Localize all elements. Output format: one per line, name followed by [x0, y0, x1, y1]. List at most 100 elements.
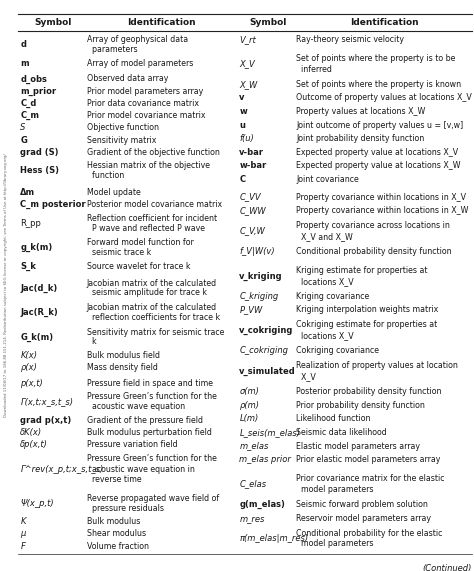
Text: d_obs: d_obs: [20, 74, 47, 83]
Text: Prior elastic model parameters array: Prior elastic model parameters array: [296, 455, 441, 464]
Text: pressure residuals: pressure residuals: [87, 504, 164, 513]
Text: X_V: X_V: [296, 372, 316, 381]
Text: C_kriging: C_kriging: [239, 292, 279, 301]
Text: f_V|W(v): f_V|W(v): [239, 247, 275, 256]
Text: Shear modulus: Shear modulus: [87, 529, 146, 538]
Text: Pressure field in space and time: Pressure field in space and time: [87, 379, 213, 388]
Text: ρ(m): ρ(m): [239, 401, 259, 410]
Text: v_simulated: v_simulated: [239, 367, 296, 376]
Text: Ψ(x_p,t): Ψ(x_p,t): [20, 498, 54, 508]
Text: Δm: Δm: [20, 188, 36, 197]
Text: (Continued): (Continued): [422, 564, 472, 571]
Text: L(m): L(m): [239, 415, 259, 423]
Text: S_k: S_k: [20, 262, 36, 271]
Text: reverse time: reverse time: [87, 475, 141, 484]
Text: C_VV: C_VV: [239, 192, 261, 202]
Text: g_k(m): g_k(m): [20, 243, 53, 252]
Text: Sensitivity matrix: Sensitivity matrix: [87, 136, 156, 144]
Text: K(x): K(x): [20, 351, 37, 360]
Text: Property covariance across locations in: Property covariance across locations in: [296, 221, 450, 230]
Text: Seismic data likelihood: Seismic data likelihood: [296, 428, 387, 437]
Text: S: S: [20, 123, 26, 132]
Text: m_elas prior: m_elas prior: [239, 455, 291, 464]
Text: Symbol: Symbol: [249, 18, 286, 27]
Text: m_prior: m_prior: [20, 87, 56, 96]
Text: G_k(m): G_k(m): [20, 332, 54, 341]
Text: f(u): f(u): [239, 134, 254, 143]
Text: Property covariance within locations in X_V: Property covariance within locations in …: [296, 192, 466, 202]
Text: δp(x,t): δp(x,t): [20, 440, 48, 449]
Text: Posterior model covariance matrix: Posterior model covariance matrix: [87, 200, 222, 210]
Text: Gradient of the pressure field: Gradient of the pressure field: [87, 416, 203, 425]
Text: Jac(d_k): Jac(d_k): [20, 283, 58, 292]
Text: C: C: [239, 175, 246, 184]
Text: v: v: [239, 93, 245, 102]
Text: V_rt: V_rt: [239, 35, 256, 44]
Text: Jac(R_k): Jac(R_k): [20, 308, 58, 317]
Text: P wave and reflected P wave: P wave and reflected P wave: [87, 224, 205, 232]
Text: ρ(x): ρ(x): [20, 363, 37, 372]
Text: Prior data covariance matrix: Prior data covariance matrix: [87, 99, 199, 108]
Text: C_cokriging: C_cokriging: [239, 347, 288, 355]
Text: X_W: X_W: [239, 80, 258, 89]
Text: w-bar: w-bar: [239, 162, 266, 170]
Text: Bulk modulus perturbation field: Bulk modulus perturbation field: [87, 428, 211, 437]
Text: Gradient of the objective function: Gradient of the objective function: [87, 148, 219, 157]
Text: acoustic wave equation in: acoustic wave equation in: [87, 465, 195, 473]
Text: Conditional probability for the elastic: Conditional probability for the elastic: [296, 529, 443, 538]
Text: P_VW: P_VW: [239, 305, 263, 315]
Text: Kriging estimate for properties at: Kriging estimate for properties at: [296, 266, 428, 275]
Text: π(m_elas|m_res): π(m_elas|m_res): [239, 534, 309, 543]
Text: p(x,t): p(x,t): [20, 379, 43, 388]
Text: Prior model parameters array: Prior model parameters array: [87, 87, 203, 96]
Text: Identification: Identification: [350, 18, 418, 27]
Text: Realization of property values at location: Realization of property values at locati…: [296, 361, 458, 370]
Text: Posterior probability density function: Posterior probability density function: [296, 387, 442, 396]
Text: Source wavelet for trace k: Source wavelet for trace k: [87, 262, 190, 271]
Text: function: function: [87, 171, 124, 180]
Text: v_cokriging: v_cokriging: [239, 326, 294, 335]
Text: Sensitivity matrix for seismic trace: Sensitivity matrix for seismic trace: [87, 328, 224, 336]
Text: K: K: [20, 517, 26, 526]
Text: d: d: [20, 41, 27, 49]
Text: Reservoir model parameters array: Reservoir model parameters array: [296, 514, 431, 522]
Text: k: k: [87, 337, 96, 347]
Text: Array of model parameters: Array of model parameters: [87, 59, 193, 67]
Text: F: F: [20, 541, 25, 550]
Text: w: w: [239, 107, 247, 116]
Text: Property covariance within locations in X_W: Property covariance within locations in …: [296, 206, 469, 215]
Text: Array of geophysical data: Array of geophysical data: [87, 35, 188, 45]
Text: acoustic wave equation: acoustic wave equation: [87, 402, 185, 411]
Text: Reverse propagated wave field of: Reverse propagated wave field of: [87, 494, 219, 503]
Text: locations X_V: locations X_V: [296, 277, 354, 286]
Text: Hess (S): Hess (S): [20, 166, 59, 175]
Text: Conditional probability density function: Conditional probability density function: [296, 247, 452, 256]
Text: g(m_elas): g(m_elas): [239, 500, 285, 509]
Text: model parameters: model parameters: [296, 540, 374, 549]
Text: L_seis(m_elas): L_seis(m_elas): [239, 428, 301, 437]
Text: seismic amplitude for trace k: seismic amplitude for trace k: [87, 288, 207, 297]
Text: v_kriging: v_kriging: [239, 271, 283, 280]
Text: Pressure Green’s function for the: Pressure Green’s function for the: [87, 454, 217, 463]
Text: Model update: Model update: [87, 188, 140, 197]
Text: Kriging covariance: Kriging covariance: [296, 292, 370, 301]
Text: X_V: X_V: [239, 59, 255, 69]
Text: m_elas: m_elas: [239, 441, 269, 451]
Text: inferred: inferred: [296, 65, 332, 74]
Text: Kriging interpolation weights matrix: Kriging interpolation weights matrix: [296, 305, 438, 315]
Text: Likelihood function: Likelihood function: [296, 415, 371, 423]
Text: parameters: parameters: [87, 45, 137, 54]
Text: Prior model covariance matrix: Prior model covariance matrix: [87, 111, 205, 120]
Text: seismic trace k: seismic trace k: [87, 248, 151, 257]
Text: v-bar: v-bar: [239, 148, 264, 157]
Text: Joint covariance: Joint covariance: [296, 175, 359, 184]
Text: μ: μ: [20, 529, 26, 538]
Text: Bulk modulus field: Bulk modulus field: [87, 351, 160, 360]
Text: Identification: Identification: [128, 18, 196, 27]
Text: Downloaded 11/08/17 to 186.88.151.214. Redistribution subject to SEG license or : Downloaded 11/08/17 to 186.88.151.214. R…: [4, 154, 8, 417]
Text: Expected property value at locations X_V: Expected property value at locations X_V: [296, 148, 458, 157]
Text: Expected property value at locations X_W: Expected property value at locations X_W: [296, 162, 461, 170]
Text: G: G: [20, 136, 27, 144]
Text: grad (S): grad (S): [20, 148, 59, 157]
Text: u: u: [239, 120, 246, 130]
